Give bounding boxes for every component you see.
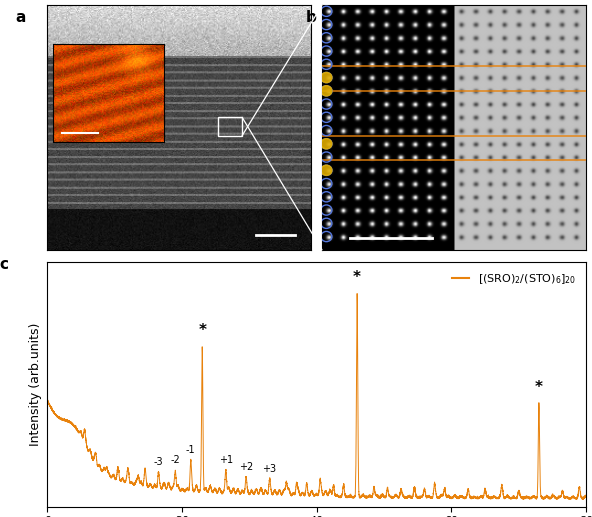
Circle shape <box>321 165 332 175</box>
Legend: [(SRO)$_2$/(STO)$_6$]$_{20}$: [(SRO)$_2$/(STO)$_6$]$_{20}$ <box>448 268 581 290</box>
Text: +2: +2 <box>239 462 253 472</box>
Text: a: a <box>15 10 26 25</box>
Text: -3: -3 <box>154 457 163 467</box>
Circle shape <box>321 72 332 83</box>
Text: c: c <box>0 257 8 272</box>
Y-axis label: Intensity (arb.units): Intensity (arb.units) <box>29 323 42 446</box>
Text: b: b <box>306 10 317 25</box>
Bar <box>218 117 242 135</box>
Text: *: * <box>353 270 361 285</box>
Circle shape <box>321 139 332 149</box>
Circle shape <box>321 86 332 96</box>
Text: +3: +3 <box>262 464 276 474</box>
Text: +1: +1 <box>219 455 233 465</box>
Text: -1: -1 <box>186 445 195 455</box>
Text: -2: -2 <box>170 455 180 465</box>
Text: *: * <box>198 323 206 339</box>
Text: *: * <box>535 380 543 395</box>
